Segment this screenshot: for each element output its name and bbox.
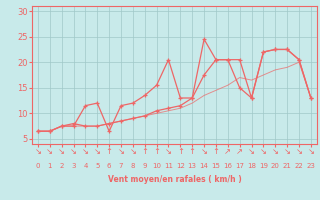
X-axis label: Vent moyen/en rafales ( km/h ): Vent moyen/en rafales ( km/h ): [108, 175, 241, 184]
